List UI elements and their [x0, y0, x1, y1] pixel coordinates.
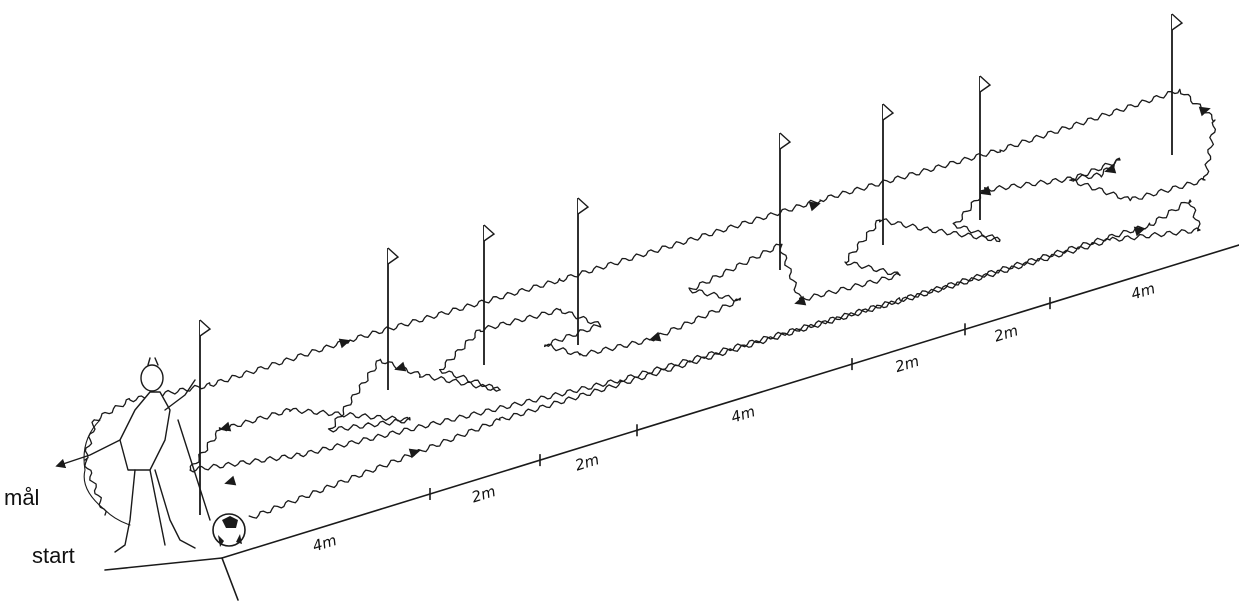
flag-pole — [387, 247, 400, 390]
direction-arrow — [338, 338, 351, 349]
direction-arrow — [1133, 226, 1146, 237]
player-figure — [55, 357, 196, 553]
direction-arrows — [219, 106, 1211, 486]
goal-label: mål — [4, 485, 39, 510]
flag-pole — [1171, 13, 1184, 155]
flag-poles — [199, 13, 1184, 515]
direction-arrow — [224, 475, 237, 486]
direction-arrow — [408, 448, 421, 459]
direction-arrow — [394, 361, 407, 372]
flag-pole — [199, 319, 212, 515]
flag-pole — [882, 103, 895, 245]
distance-label: 2m — [893, 352, 921, 376]
dribble-path — [84, 88, 1217, 519]
direction-arrow — [808, 201, 821, 212]
flag-pole — [577, 197, 590, 345]
distance-label: 2m — [573, 450, 601, 474]
measuring-line: 4m 2m 2m 4m 2m 2m 4m — [104, 244, 1239, 601]
direction-arrow — [1104, 163, 1117, 174]
distance-label: 4m — [1129, 279, 1157, 303]
distance-ticks — [429, 297, 1051, 500]
direction-arrow — [219, 421, 232, 432]
distance-label: 2m — [992, 321, 1020, 345]
start-label: start — [32, 543, 75, 568]
distance-label: 4m — [310, 531, 338, 555]
flag-pole — [483, 224, 496, 365]
distance-labels: 4m 2m 2m 4m 2m 2m 4m — [310, 279, 1157, 555]
soccer-ball — [212, 513, 246, 547]
flag-pole — [979, 75, 992, 220]
flag-pole — [779, 132, 792, 270]
distance-label: 2m — [469, 482, 497, 506]
direction-arrow — [649, 331, 662, 342]
direction-arrow — [979, 185, 992, 196]
distance-label: 4m — [729, 402, 757, 426]
direction-arrow — [794, 295, 807, 306]
direction-arrow — [1198, 106, 1211, 117]
